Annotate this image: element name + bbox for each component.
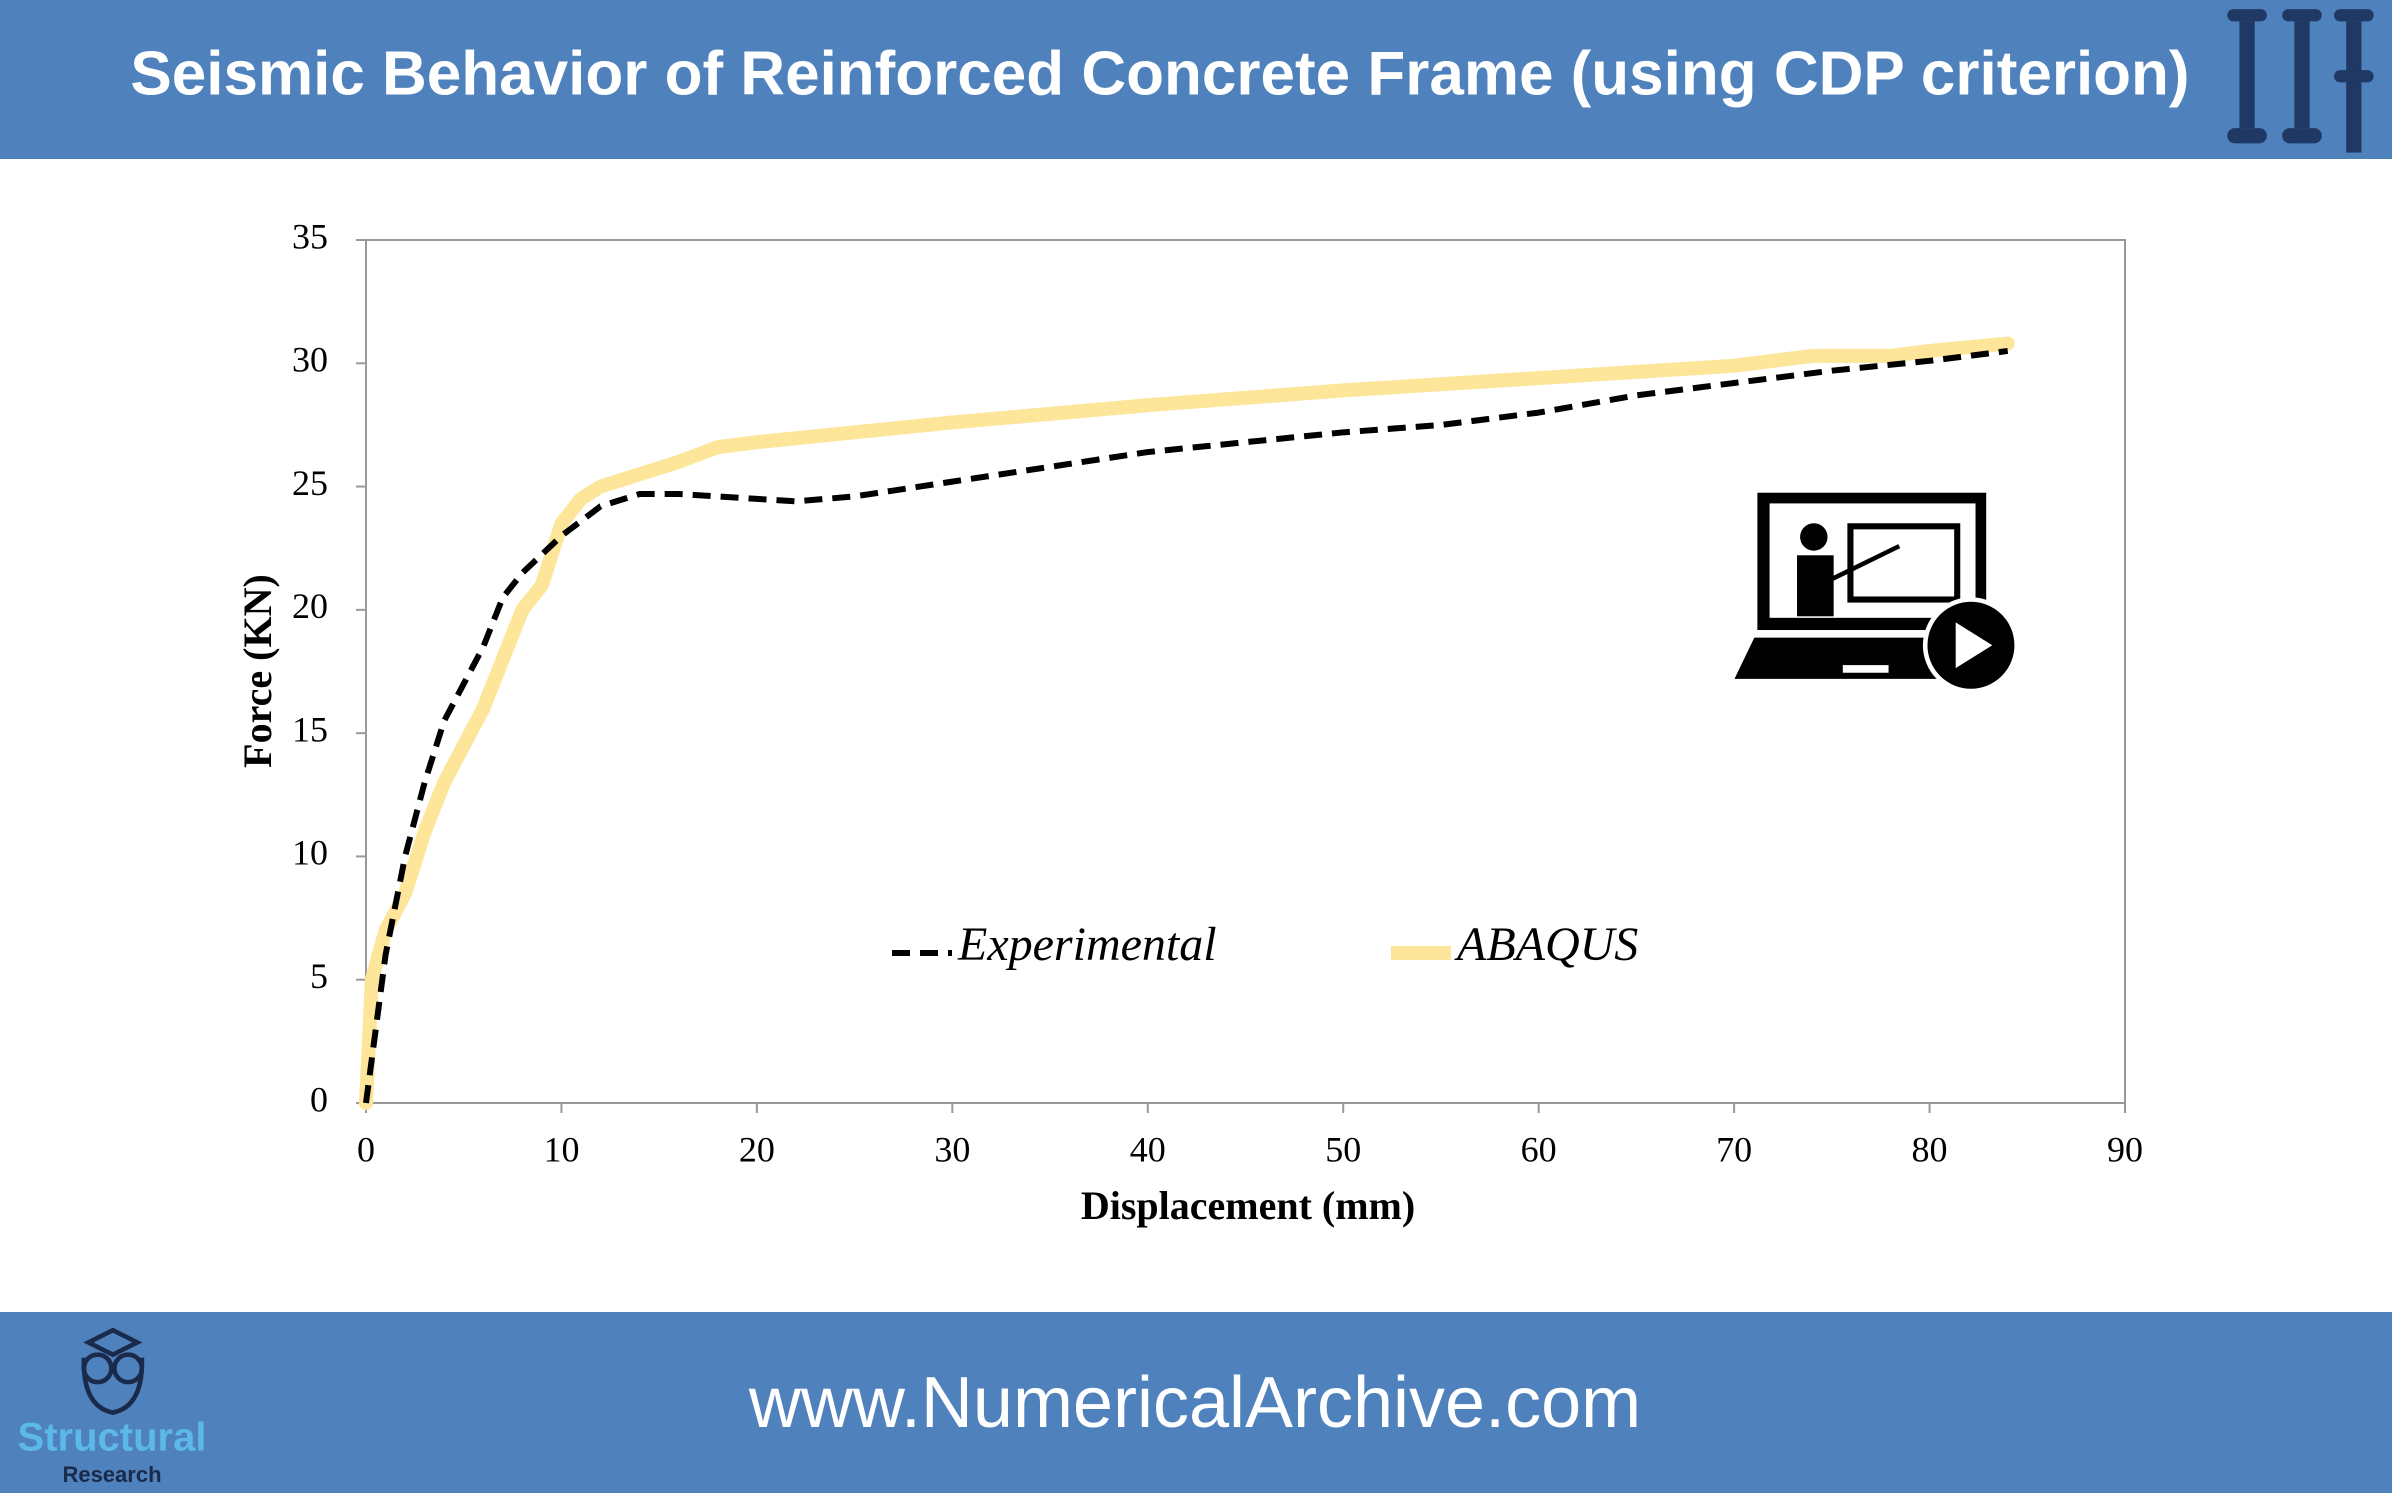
x-tick-label: 70 [1716, 1129, 1752, 1169]
series-line [363, 347, 2009, 1104]
legend-label: Experimental [957, 918, 1217, 971]
logo-subtext: Research [62, 1462, 161, 1487]
y-axis-title: Force (KN) [235, 574, 280, 768]
x-tick-label: 0 [357, 1129, 375, 1169]
lecture-icon [1734, 492, 2019, 694]
y-tick-label: 10 [292, 833, 328, 873]
y-tick-label: 0 [310, 1079, 328, 1119]
series-line [359, 336, 2015, 1110]
y-tick-label: 35 [292, 216, 328, 256]
y-tick-label: 5 [310, 956, 328, 996]
y-tick-label: 30 [292, 340, 328, 380]
legend-label: ABAQUS [1454, 918, 1638, 971]
x-tick-label: 20 [739, 1129, 775, 1169]
x-tick-label: 40 [1130, 1129, 1166, 1169]
x-tick-label: 90 [2107, 1129, 2143, 1169]
plot-frame [365, 239, 2126, 1104]
x-tick-label: 80 [1912, 1129, 1948, 1169]
footer-url: www.NumericalArchive.com [748, 1363, 1641, 1443]
x-axis-title: Displacement (mm) [1081, 1183, 1415, 1228]
x-tick-label: 10 [543, 1129, 579, 1169]
y-tick-label: 20 [292, 586, 328, 626]
x-tick-label: 60 [1521, 1129, 1557, 1169]
y-tick-label: 25 [292, 463, 328, 503]
owl-logo [81, 1327, 145, 1415]
y-tick-label: 15 [292, 709, 328, 749]
x-tick-label: 30 [934, 1129, 970, 1169]
slide-title: Seismic Behavior of Reinforced Concrete … [130, 39, 2189, 108]
footer-bar [0, 1312, 2392, 1493]
header-logo [2227, 9, 2374, 153]
logo-text: Structural [18, 1416, 207, 1460]
header-bar [0, 0, 2392, 159]
decorations [81, 9, 2374, 1415]
x-tick-label: 50 [1325, 1129, 1361, 1169]
